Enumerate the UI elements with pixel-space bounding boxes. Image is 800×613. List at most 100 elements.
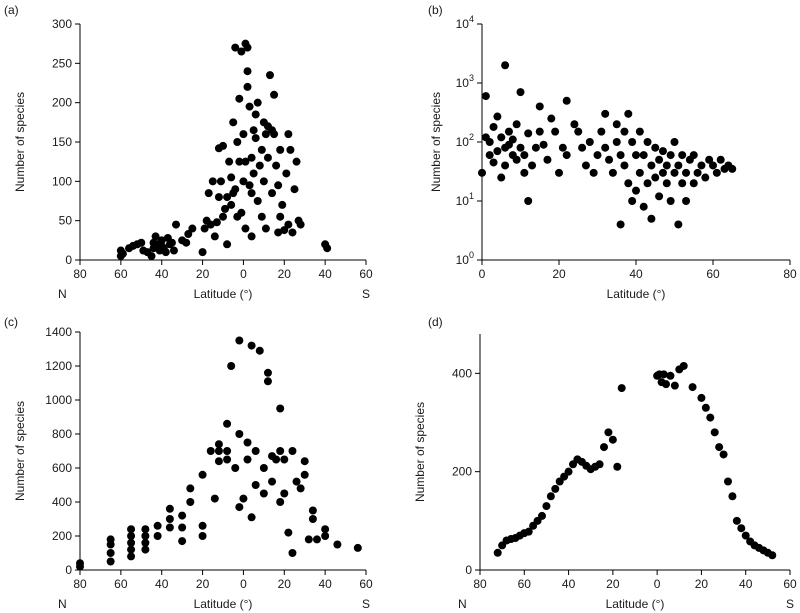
data-point <box>524 129 533 138</box>
y-tick-label: 800 <box>52 427 72 441</box>
data-point <box>165 515 174 523</box>
data-point <box>268 477 277 486</box>
y-tick-label: 0 <box>65 563 72 577</box>
data-point <box>274 181 283 190</box>
x-tick-label: 80 <box>73 267 87 281</box>
y-tick-label: 200 <box>52 96 72 110</box>
data-point <box>235 430 244 438</box>
data-point <box>501 61 510 70</box>
data-point <box>333 540 342 549</box>
data-point <box>643 179 652 188</box>
x-tick-label: 40 <box>629 267 643 281</box>
data-point <box>237 208 246 217</box>
data-point <box>710 428 719 437</box>
data-point <box>608 168 617 177</box>
data-point <box>227 362 236 370</box>
data-point <box>247 232 256 241</box>
data-point <box>616 220 625 229</box>
x-tick-label: 20 <box>695 577 709 591</box>
data-point <box>655 192 664 201</box>
y-tick-label: 103 <box>456 73 474 90</box>
data-point <box>296 484 305 493</box>
data-point <box>543 155 552 164</box>
data-point <box>118 249 127 258</box>
data-point <box>165 504 174 513</box>
data-point <box>188 224 197 233</box>
data-point <box>535 102 544 111</box>
data-point <box>219 212 227 221</box>
data-point <box>223 455 232 464</box>
data-point <box>184 230 193 239</box>
data-point <box>304 535 313 544</box>
data-point <box>716 155 725 164</box>
data-point <box>227 173 236 182</box>
x-tick-label: 40 <box>155 577 169 591</box>
panel-label: (a) <box>4 3 19 17</box>
data-point <box>141 525 150 534</box>
data-point <box>276 212 285 221</box>
data-point <box>255 346 264 355</box>
data-point <box>178 537 187 546</box>
y-tick-label: 200 <box>452 465 472 479</box>
x-tick-label: 40 <box>155 267 169 281</box>
data-point <box>243 67 252 76</box>
data-point <box>682 197 691 205</box>
data-point <box>259 489 268 498</box>
data-point <box>732 516 741 525</box>
data-point <box>531 143 540 152</box>
data-point <box>235 503 244 512</box>
data-point <box>635 168 644 177</box>
data-point <box>286 145 295 154</box>
data-point <box>257 145 266 154</box>
data-point <box>662 179 671 188</box>
x-tick-label: 20 <box>196 267 210 281</box>
data-point <box>493 147 502 156</box>
data-point <box>223 240 232 249</box>
data-point <box>632 151 640 160</box>
data-point <box>280 489 289 498</box>
data-point <box>624 109 633 118</box>
data-point <box>186 498 195 506</box>
data-point <box>512 155 521 164</box>
data-point <box>141 538 150 547</box>
data-point <box>628 138 637 146</box>
data-point <box>666 151 675 160</box>
x-tick-label: 60 <box>783 577 797 591</box>
data-point <box>219 141 227 150</box>
panel-label: (c) <box>4 315 18 329</box>
data-point <box>243 438 252 447</box>
y-tick-label: 50 <box>59 214 73 228</box>
data-point <box>259 464 268 472</box>
data-point <box>613 462 622 471</box>
data-point <box>251 134 260 143</box>
x-tick-label: 20 <box>606 577 620 591</box>
data-point <box>662 380 670 389</box>
x-tick-label: 60 <box>114 267 128 281</box>
data-point <box>604 428 613 437</box>
x-tick-label: 40 <box>318 577 332 591</box>
data-point <box>247 513 256 522</box>
direction-label-north: N <box>458 597 467 611</box>
data-point <box>581 161 590 170</box>
data-point <box>612 120 621 129</box>
y-tick-label: 100 <box>52 174 72 188</box>
data-point <box>647 161 656 170</box>
data-point <box>597 127 606 136</box>
data-point <box>225 157 234 166</box>
data-point <box>147 252 156 261</box>
data-point <box>237 47 246 56</box>
data-point <box>223 419 232 428</box>
data-point <box>516 143 525 152</box>
data-point <box>300 457 309 466</box>
data-point <box>643 138 652 146</box>
data-point <box>292 477 301 486</box>
data-point <box>198 532 207 540</box>
data-point <box>497 133 506 142</box>
data-point <box>485 151 494 160</box>
data-point <box>728 164 737 173</box>
data-point <box>259 177 268 186</box>
data-point <box>719 450 728 459</box>
data-point <box>231 43 240 52</box>
data-point <box>247 341 256 350</box>
y-tick-label: 0 <box>65 253 72 267</box>
